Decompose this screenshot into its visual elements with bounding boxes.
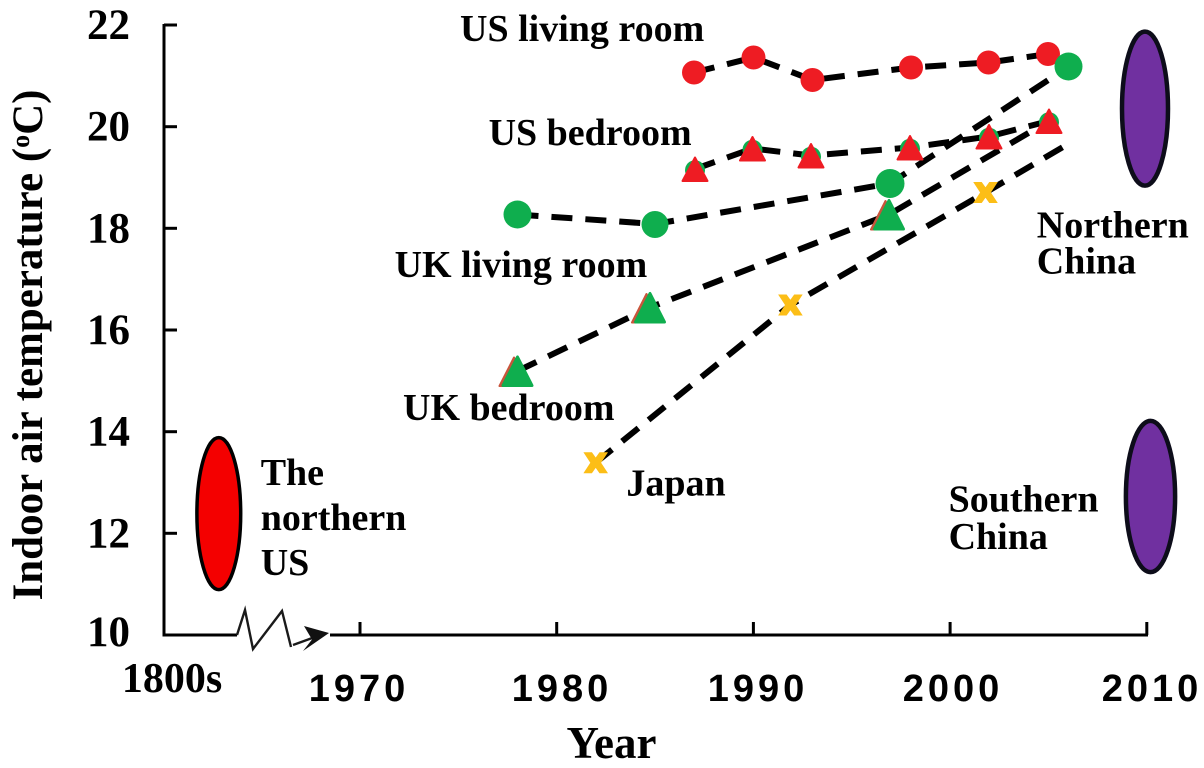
svg-text:1800s: 1800s — [122, 656, 222, 702]
svg-text:Northern: Northern — [1037, 204, 1189, 246]
svg-text:1980: 1980 — [512, 668, 613, 710]
svg-text:US bedroom: US bedroom — [489, 112, 692, 154]
svg-text:Southern: Southern — [949, 479, 1099, 521]
svg-text:1990: 1990 — [708, 668, 809, 710]
svg-text:UK living room: UK living room — [395, 244, 648, 286]
svg-text:US living room: US living room — [460, 8, 704, 50]
svg-text:18: 18 — [87, 205, 130, 252]
svg-text:Japan: Japan — [626, 463, 725, 505]
svg-text:14: 14 — [87, 409, 130, 456]
svg-text:20: 20 — [87, 104, 130, 151]
svg-text:2000: 2000 — [903, 668, 1004, 710]
svg-text:Year: Year — [567, 718, 657, 768]
svg-text:China: China — [949, 516, 1048, 558]
svg-text:12: 12 — [87, 510, 130, 557]
svg-text:2010: 2010 — [1102, 668, 1203, 710]
svg-text:22: 22 — [87, 2, 130, 49]
svg-text:10: 10 — [87, 609, 130, 656]
svg-text:China: China — [1037, 240, 1136, 282]
svg-text:northern: northern — [261, 497, 407, 539]
svg-text:The: The — [261, 452, 324, 494]
svg-text:US: US — [261, 542, 310, 584]
svg-text:UK bedroom: UK bedroom — [403, 387, 614, 429]
svg-text:1970: 1970 — [309, 668, 410, 710]
svg-text:16: 16 — [87, 307, 130, 354]
svg-text:Indoor air temperature (oC): Indoor air temperature (oC) — [5, 89, 52, 600]
